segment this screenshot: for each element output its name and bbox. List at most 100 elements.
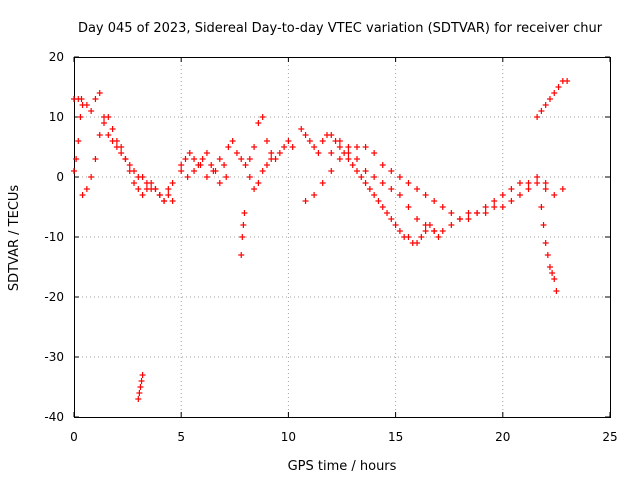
data-point xyxy=(405,234,412,240)
data-point xyxy=(178,168,185,174)
x-axis-label: GPS time / hours xyxy=(288,459,397,474)
data-point xyxy=(191,156,198,162)
data-point xyxy=(169,180,176,186)
data-point xyxy=(139,372,146,378)
chart-title: Day 045 of 2023, Sidereal Day-to-day VTE… xyxy=(78,21,603,36)
data-point xyxy=(555,84,562,90)
data-point xyxy=(564,78,571,84)
data-point xyxy=(118,144,125,150)
x-tick-label: 20 xyxy=(495,430,510,444)
data-point xyxy=(499,204,506,210)
data-point xyxy=(542,240,549,246)
data-point xyxy=(199,156,206,162)
data-point xyxy=(396,228,403,234)
data-point xyxy=(126,162,133,168)
data-point xyxy=(345,150,352,156)
y-tick-label: 10 xyxy=(49,110,64,124)
data-point xyxy=(388,216,395,222)
data-point xyxy=(101,120,108,126)
data-point xyxy=(392,222,399,228)
data-point xyxy=(268,156,275,162)
data-point xyxy=(225,144,232,150)
data-point xyxy=(388,168,395,174)
data-point xyxy=(223,174,230,180)
data-point xyxy=(71,168,77,174)
data-point xyxy=(92,96,99,102)
data-point xyxy=(388,186,395,192)
data-point xyxy=(482,210,489,216)
data-point xyxy=(336,156,343,162)
data-point xyxy=(135,396,142,402)
data-point xyxy=(474,210,481,216)
y-tick-label: 0 xyxy=(56,170,64,184)
data-point xyxy=(345,144,352,150)
data-point xyxy=(216,180,223,186)
data-point xyxy=(233,150,240,156)
data-point xyxy=(281,144,288,150)
data-point xyxy=(105,132,112,138)
data-point xyxy=(542,102,549,108)
data-point xyxy=(156,192,163,198)
data-point xyxy=(516,192,523,198)
data-point xyxy=(122,156,129,162)
data-point xyxy=(354,156,361,162)
data-point xyxy=(559,186,566,192)
data-point xyxy=(439,228,446,234)
data-point xyxy=(405,180,412,186)
data-point xyxy=(246,174,253,180)
data-point xyxy=(396,192,403,198)
data-point xyxy=(208,162,215,168)
data-point xyxy=(362,144,369,150)
data-point xyxy=(384,210,391,216)
data-point xyxy=(126,168,133,174)
data-point xyxy=(137,384,144,390)
data-point xyxy=(422,192,429,198)
x-tick-label: 25 xyxy=(602,430,617,444)
grid-lines xyxy=(74,57,610,417)
data-point xyxy=(77,114,84,120)
data-point xyxy=(379,162,386,168)
data-point xyxy=(379,180,386,186)
data-point xyxy=(542,186,549,192)
data-point xyxy=(534,114,541,120)
data-point xyxy=(508,186,515,192)
data-point xyxy=(396,174,403,180)
data-point xyxy=(240,222,247,228)
data-point xyxy=(405,204,412,210)
data-point xyxy=(375,198,382,204)
data-point xyxy=(371,150,378,156)
data-point xyxy=(186,150,193,156)
data-point xyxy=(242,162,249,168)
data-point xyxy=(255,180,262,186)
data-point xyxy=(276,150,283,156)
data-point xyxy=(371,174,378,180)
data-point xyxy=(238,156,245,162)
data-point xyxy=(88,108,95,114)
data-point xyxy=(328,132,335,138)
x-tick-label: 5 xyxy=(177,430,185,444)
data-point xyxy=(362,168,369,174)
y-tick-label: -40 xyxy=(44,410,64,424)
data-point xyxy=(139,192,146,198)
data-point xyxy=(138,378,145,384)
data-point xyxy=(336,144,343,150)
data-point xyxy=(414,216,421,222)
data-point xyxy=(542,180,549,186)
data-point xyxy=(139,174,146,180)
data-point xyxy=(165,186,172,192)
data-point xyxy=(538,204,545,210)
data-point xyxy=(259,114,266,120)
plot-frame xyxy=(74,57,611,418)
data-point xyxy=(229,138,236,144)
data-point xyxy=(551,276,558,282)
data-point xyxy=(525,180,532,186)
data-point xyxy=(422,228,429,234)
y-tick-label: 20 xyxy=(49,50,64,64)
data-point xyxy=(197,162,204,168)
data-point xyxy=(362,180,369,186)
data-point xyxy=(319,180,326,186)
data-point xyxy=(540,222,547,228)
data-point xyxy=(136,390,143,396)
data-point xyxy=(553,288,560,294)
data-point xyxy=(414,186,421,192)
